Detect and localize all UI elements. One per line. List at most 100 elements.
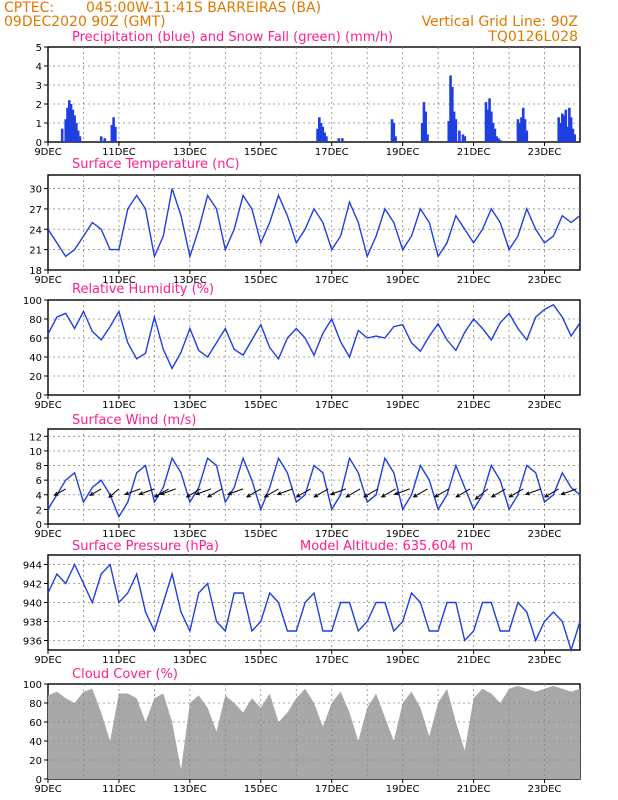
precip-bar: [520, 117, 523, 142]
cloud-y-tick-label: 0: [36, 775, 42, 786]
wind-arrow-head: [276, 491, 282, 496]
precip-y-tick-label: 1: [36, 119, 42, 130]
wind-arrow-shaft: [455, 488, 471, 498]
wind-arrow-head: [206, 493, 212, 498]
precip-bar: [559, 123, 562, 142]
cloud-y-ticks: 0 20 40 60 80 100: [23, 680, 48, 786]
precip-bar: [67, 100, 71, 142]
wind-arrow-head: [108, 493, 114, 498]
precip-bar: [316, 128, 319, 142]
temperature-title: Surface Temperature (nC): [72, 157, 240, 172]
humidity-x-tick-label: 13DEC: [173, 400, 207, 411]
temperature-frame: [47, 174, 581, 271]
wind-x-tick-label: 9DEC: [34, 529, 61, 540]
cloud-y-tick-label: 40: [29, 737, 42, 748]
wind-arrows: [53, 488, 577, 500]
wind-arrow-head: [393, 491, 399, 496]
precip-x-tick-label: 19DEC: [386, 147, 420, 158]
wind-arrow-head: [226, 491, 233, 496]
wind-arrow-head: [543, 493, 549, 498]
wind-arrow-head: [138, 491, 144, 496]
humidity-frame: [47, 299, 581, 396]
temperature-x-ticks: 9DEC 11DEC 13DEC 15DEC 17DEC 19DEC 21DEC 23DEC: [34, 270, 561, 286]
pressure-x-tick-label: 15DEC: [244, 655, 278, 666]
precip-bar: [66, 107, 69, 142]
precip-bar: [451, 86, 454, 142]
wind-arrow-shaft: [186, 488, 201, 498]
wind-arrow-head: [89, 491, 95, 496]
wind-y-tick-label: 6: [36, 476, 42, 487]
humidity-x-tick-label: 15DEC: [244, 400, 278, 411]
precip-frame: [47, 46, 581, 143]
precip-bar: [525, 130, 529, 142]
pressure-x-tick-label: 21DEC: [457, 655, 491, 666]
precip-bar: [76, 130, 80, 142]
precip-bar: [69, 104, 73, 142]
precip-bar: [493, 128, 497, 142]
wind-frame: [47, 428, 581, 525]
humidity-x-tick-label: 9DEC: [34, 400, 61, 411]
pressure-y-tick-label: 940: [23, 599, 42, 610]
humidity-y-tick-label: 20: [29, 372, 42, 383]
pressure-y-tick-label: 944: [23, 561, 42, 572]
precip-bar: [516, 119, 520, 142]
header-init: 09DEC2020 90Z (GMT): [4, 14, 166, 30]
precip-bar: [426, 134, 429, 142]
precip-bar: [560, 113, 564, 142]
wind-arrow-shaft: [54, 488, 66, 496]
precip-y-tick-label: 0: [36, 138, 42, 149]
pressure-line: [47, 562, 581, 653]
precip-bar: [323, 132, 326, 142]
wind-arrow-head: [560, 491, 566, 496]
wind-arrow-head: [362, 493, 369, 498]
precip-x-tick-label: 9DEC: [34, 147, 61, 158]
wind-arrow-head: [412, 493, 418, 498]
precip-bar: [64, 119, 68, 142]
precip-bar: [569, 117, 573, 142]
precip-bar: [114, 126, 117, 142]
panel-precipitation: Precipitation (blue) and Snow Fall (gree…: [34, 30, 581, 158]
humidity-y-tick-label: 40: [29, 353, 42, 364]
pressure-x-tick-label: 9DEC: [34, 655, 61, 666]
precip-bar: [99, 136, 103, 142]
wind-x-tick-label: 11DEC: [102, 529, 136, 540]
panel-wind: Surface Wind (m/s) 0 2 4 6 8 10 12 9DEC 11DEC 13…: [29, 413, 581, 540]
humidity-x-tick-label: 19DEC: [386, 400, 420, 411]
precip-y-ticks: 0 1 2 3 4 5: [36, 43, 48, 149]
precip-grid: [48, 47, 580, 142]
temperature-x-tick-label: 15DEC: [244, 275, 278, 286]
wind-arrow-shaft: [89, 488, 102, 496]
wind-arrow-head: [474, 495, 480, 500]
precip-y-tick-label: 3: [36, 81, 42, 92]
precip-title: Precipitation (blue) and Snow Fall (gree…: [72, 30, 393, 45]
precip-bar: [521, 107, 525, 142]
humidity-line: [47, 303, 581, 370]
precip-x-tick-label: 23DEC: [528, 147, 562, 158]
precip-bar: [422, 102, 426, 142]
precip-x-tick-label: 21DEC: [457, 147, 491, 158]
precip-bar: [73, 115, 76, 142]
wind-arrow-shaft: [160, 488, 176, 495]
cloud-x-tick-label: 9DEC: [34, 784, 61, 795]
precip-bar: [573, 134, 576, 142]
wind-arrow-head: [159, 491, 165, 496]
pressure-grid: [48, 555, 580, 650]
temperature-x-tick-label: 17DEC: [315, 275, 349, 286]
cloud-x-tick-label: 15DEC: [244, 784, 278, 795]
cloud-y-tick-label: 20: [29, 756, 42, 767]
humidity-grid: [48, 300, 580, 395]
pressure-y-ticks: 936 938 940 942 944: [23, 561, 48, 648]
cloud-y-tick-label: 100: [23, 680, 42, 691]
temperature-y-ticks: 18 21 24 27 30: [29, 185, 48, 277]
humidity-title: Relative Humidity (%): [72, 282, 214, 297]
precip-bar: [452, 111, 456, 142]
temperature-line: [47, 188, 581, 260]
wind-title: Surface Wind (m/s): [72, 413, 196, 428]
wind-y-tick-label: 2: [36, 505, 42, 516]
humidity-series-line: [47, 303, 581, 370]
wind-arrow-shaft: [296, 488, 311, 498]
header: CPTEC: 045:00W-11:41S BARREIRAS (BA) 09D…: [4, 0, 578, 45]
header-location: 045:00W-11:41S BARREIRAS (BA): [86, 0, 321, 16]
wind-arrow-head: [433, 493, 439, 498]
temperature-y-tick-label: 21: [29, 246, 42, 257]
